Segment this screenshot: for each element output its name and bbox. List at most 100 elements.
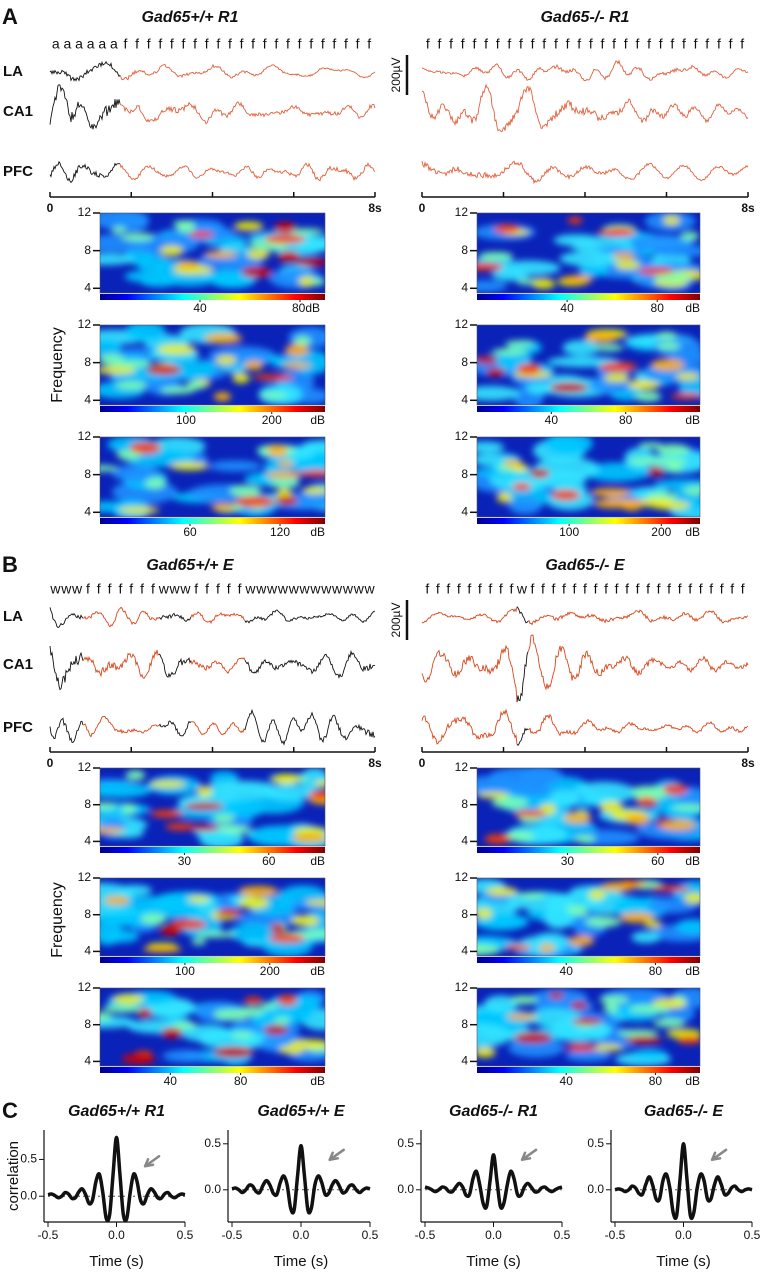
state-letter: f (542, 36, 546, 52)
state-letter: f (467, 581, 471, 597)
heat-blob (477, 1047, 496, 1058)
heat-blob (277, 251, 300, 263)
heat-blob (125, 325, 166, 342)
heat-blob (491, 797, 528, 809)
state-letter: w (342, 581, 354, 597)
spectrogram-frame (476, 987, 701, 1067)
heat-blob (150, 809, 184, 818)
heat-blob (160, 245, 184, 257)
correlation-line (231, 1143, 371, 1215)
y-tick-label: 8 (461, 907, 468, 921)
arrow (710, 1148, 728, 1162)
arrow (143, 1154, 161, 1168)
heat-blob (238, 1006, 266, 1016)
heat-blob (232, 372, 250, 384)
state-letter: f (488, 581, 492, 597)
heat-blob (142, 945, 182, 953)
lfp-trace (421, 83, 749, 133)
state-letter: f (108, 581, 112, 597)
state-letter: w (179, 581, 191, 597)
heat-blob (124, 270, 167, 283)
correlation-line (47, 1135, 186, 1223)
y-tick-label: 4 (84, 504, 91, 518)
spectrogram-frame (99, 324, 326, 406)
heat-blob (157, 344, 196, 355)
heat-blob (565, 905, 586, 912)
heat-blob (599, 995, 629, 1004)
heat-blob (268, 933, 305, 943)
x-tick-label: 0.0 (485, 1228, 502, 1242)
heat-blob (310, 278, 325, 286)
colorbar-tick-label: 80 (649, 1074, 663, 1088)
heat-blob (477, 913, 529, 931)
y-tick-label: 8 (84, 355, 91, 369)
y-tick-label: 0.0 (587, 1182, 604, 1196)
heat-blob (567, 216, 583, 224)
state-letter: f (286, 36, 290, 52)
state-letter: f (170, 36, 174, 52)
colorbar-tick-label: 100 (559, 525, 579, 539)
heat-blob (565, 1043, 596, 1052)
frequency-label: Frequency (49, 882, 66, 958)
heat-blob (314, 780, 325, 787)
heat-blob (129, 442, 162, 454)
heat-blob (191, 938, 207, 946)
state-letter: f (356, 36, 360, 52)
heat-blob (563, 812, 592, 824)
column-title: Gad65+/+ E (146, 557, 234, 574)
colorbar-tick-label: 80 (234, 1074, 248, 1088)
y-tick-label: 0.5 (20, 1152, 37, 1166)
heat-blob (300, 469, 325, 478)
colorbar (477, 847, 700, 853)
spectrogram-heat (100, 990, 325, 1066)
state-letter: f (636, 581, 640, 597)
colorbar-tick-label: 200 (260, 964, 280, 978)
colorbar-tick-label: 40 (545, 413, 559, 427)
heat-blob (204, 250, 238, 258)
state-letter: a (75, 36, 83, 52)
colorbar (100, 847, 325, 853)
heat-blob (210, 825, 245, 832)
heat-blob (654, 272, 692, 283)
heat-blob (274, 1017, 291, 1024)
heat-blob (162, 271, 216, 287)
state-letter: f (193, 36, 197, 52)
heat-blob (145, 477, 166, 489)
x-tick-label: 8s (368, 201, 382, 215)
lfp-trace (119, 162, 376, 182)
state-letter: f (478, 581, 482, 597)
state-letter: f (741, 581, 745, 597)
heat-blob (170, 919, 207, 930)
heat-blob (233, 221, 264, 231)
colorbar-tick-label: 80 (649, 964, 663, 978)
heat-blob (496, 492, 512, 503)
state-letter: f (238, 581, 242, 597)
heat-blob (568, 935, 595, 947)
state-letter: w (60, 581, 72, 597)
spectrogram-heat (100, 768, 325, 846)
heat-blob (675, 918, 700, 934)
heat-blob (477, 280, 507, 293)
heat-blob (650, 358, 685, 371)
y-tick-label: 8 (461, 797, 468, 811)
x-tick-label: -0.5 (605, 1228, 626, 1242)
state-letter: f (425, 581, 429, 597)
heat-blob (683, 485, 700, 496)
heat-blobs (100, 325, 325, 405)
state-letter: f (541, 581, 545, 597)
heat-blob (519, 768, 563, 786)
heat-blob (594, 343, 624, 352)
heat-blob (604, 373, 630, 383)
state-letter: f (552, 581, 556, 597)
x-tick-label: 0.0 (675, 1228, 692, 1242)
y-tick-label: 12 (455, 429, 469, 443)
heat-blobs (100, 768, 325, 846)
y-tick-label: 8 (84, 797, 91, 811)
y-tick-label: 12 (78, 317, 92, 331)
heat-blob (211, 503, 236, 512)
colorbar (477, 957, 700, 963)
state-letter: f (601, 36, 605, 52)
arrow (328, 1148, 345, 1162)
lfp-trace (421, 606, 518, 624)
heat-blob (228, 923, 279, 943)
